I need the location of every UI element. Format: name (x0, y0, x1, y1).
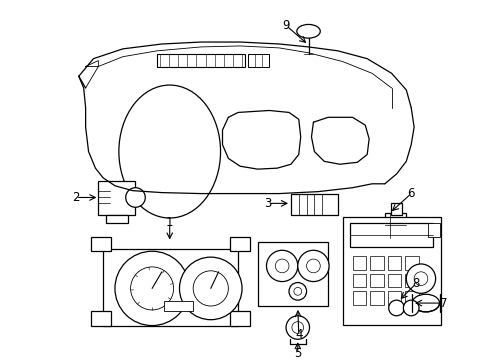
Bar (427, 223, 439, 237)
Circle shape (297, 250, 328, 282)
Bar (349, 223, 432, 247)
Ellipse shape (119, 85, 220, 218)
Bar (352, 256, 366, 270)
Bar (387, 256, 401, 270)
Text: 7: 7 (439, 297, 447, 310)
Text: 4: 4 (294, 328, 302, 341)
Circle shape (413, 272, 427, 285)
Bar (405, 256, 418, 270)
Circle shape (306, 259, 320, 273)
Bar (257, 243, 327, 306)
Bar (103, 249, 238, 325)
Circle shape (193, 271, 228, 306)
Circle shape (291, 321, 303, 333)
Bar (390, 203, 402, 215)
Bar (384, 213, 406, 238)
Text: 5: 5 (293, 347, 301, 360)
Circle shape (115, 251, 189, 325)
Bar (91, 237, 111, 251)
Bar (342, 217, 440, 325)
Circle shape (293, 287, 301, 295)
Text: 6: 6 (407, 187, 414, 200)
Bar (163, 301, 193, 311)
Bar (387, 291, 401, 305)
Bar (157, 54, 244, 67)
Bar (387, 274, 401, 287)
Ellipse shape (411, 294, 439, 312)
Circle shape (285, 316, 309, 339)
Circle shape (275, 259, 288, 273)
Bar (405, 291, 418, 305)
Bar (247, 54, 269, 67)
Text: 8: 8 (411, 277, 419, 290)
Bar (369, 274, 383, 287)
Bar (352, 291, 366, 305)
Bar (230, 311, 249, 325)
Bar (405, 274, 418, 287)
Bar (290, 194, 337, 215)
Ellipse shape (296, 24, 320, 38)
Bar (230, 237, 249, 251)
Text: 3: 3 (263, 197, 271, 210)
Circle shape (388, 300, 404, 316)
Circle shape (266, 250, 297, 282)
Bar (352, 274, 366, 287)
Bar (106, 215, 127, 223)
Text: 1: 1 (165, 216, 173, 229)
Bar (98, 181, 135, 215)
Circle shape (125, 188, 145, 207)
Circle shape (179, 257, 242, 320)
Bar (91, 311, 111, 325)
Circle shape (288, 283, 306, 300)
Text: 9: 9 (282, 19, 289, 32)
Circle shape (406, 264, 435, 293)
Circle shape (403, 300, 418, 316)
Circle shape (130, 267, 173, 310)
Bar (369, 256, 383, 270)
Text: 2: 2 (72, 191, 80, 204)
Bar (369, 291, 383, 305)
